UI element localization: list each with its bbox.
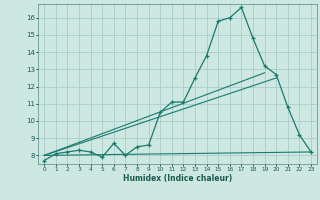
X-axis label: Humidex (Indice chaleur): Humidex (Indice chaleur) (123, 174, 232, 183)
